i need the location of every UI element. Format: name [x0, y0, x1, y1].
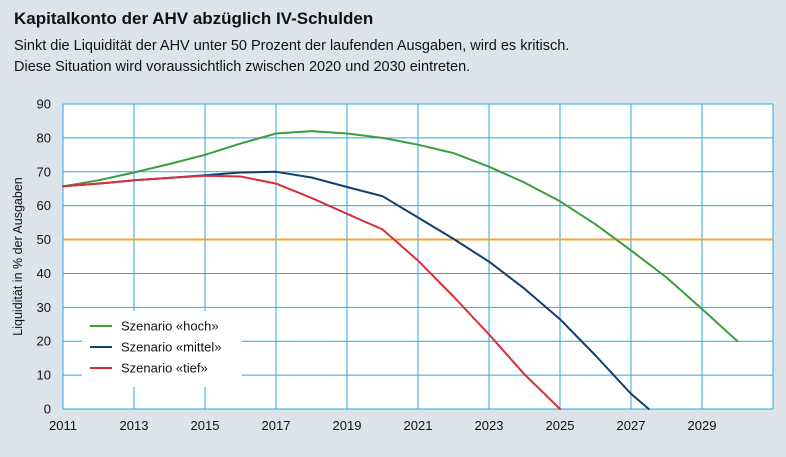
x-tick-label: 2029 [688, 418, 717, 433]
y-tick-label: 60 [37, 198, 51, 213]
y-tick-label: 70 [37, 164, 51, 179]
x-tick-label: 2013 [120, 418, 149, 433]
x-tick-label: 2011 [49, 418, 77, 433]
legend: Szenario «hoch» Szenario «mittel» Szenario… [82, 311, 242, 387]
y-tick-label: 50 [37, 232, 51, 247]
chart-title: Kapitalkonto der AHV abzüglich IV-Schuld… [14, 9, 374, 28]
chart-subtitle-line-1: Sinkt die Liquidität der AHV unter 50 Pr… [14, 38, 570, 54]
series-layer [62, 130, 739, 410]
series-line-hoch [62, 130, 739, 343]
x-tick-label: 2017 [262, 418, 291, 433]
x-tick-label: 2027 [617, 418, 646, 433]
legend-label-tief: Szenario «tief» [121, 361, 208, 376]
x-tick-label: 2019 [333, 418, 362, 433]
y-tick-label: 80 [37, 130, 51, 145]
x-tick-label: 2025 [546, 418, 575, 433]
x-tick-label: 2023 [475, 418, 504, 433]
chart-subtitle-line-2: Diese Situation wird voraussichtlich zwi… [14, 59, 471, 75]
y-axis-label: Liquidität in % der Ausgaben [11, 177, 25, 335]
y-tick-label: 20 [37, 334, 51, 349]
y-tick-label: 0 [44, 402, 51, 417]
y-axis-tick-labels: 0 10 20 30 40 50 60 70 80 90 [37, 97, 51, 417]
y-tick-label: 10 [37, 368, 51, 383]
x-axis-tick-labels: 2011 2013 2015 2017 2019 2021 2023 2025 2027 2029 [49, 418, 716, 433]
x-tick-label: 2021 [404, 418, 433, 433]
legend-label-mittel: Szenario «mittel» [121, 340, 221, 355]
y-tick-label: 40 [37, 266, 51, 281]
series-line-tief [62, 174, 561, 410]
x-tick-label: 2015 [191, 418, 220, 433]
legend-label-hoch: Szenario «hoch» [121, 319, 219, 334]
y-tick-label: 90 [37, 97, 51, 112]
y-tick-label: 30 [37, 300, 51, 315]
legend-box [82, 311, 242, 387]
